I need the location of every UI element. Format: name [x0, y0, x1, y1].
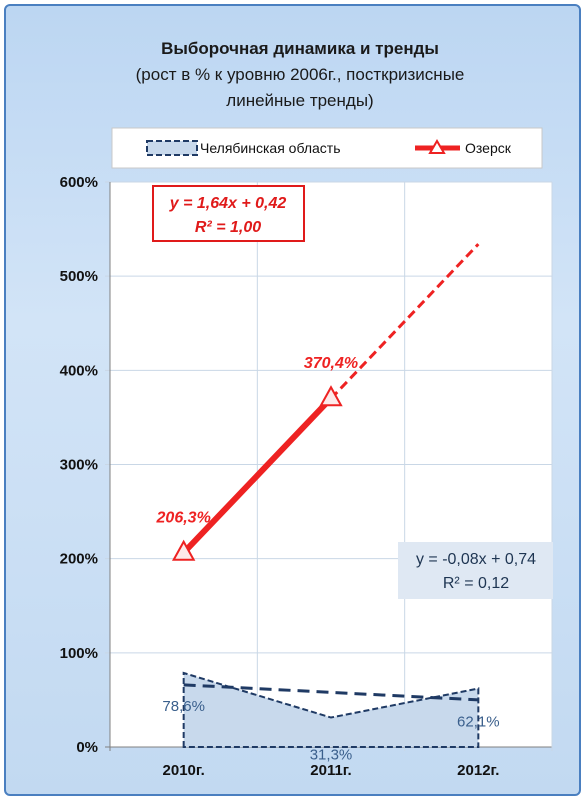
data-marker-ozersk [319, 385, 343, 407]
data-label-ozersk: 370,4% [304, 355, 358, 372]
legend-label-ozersk: Озерск [465, 140, 512, 156]
y-tick-label: 0% [76, 739, 98, 756]
y-tick-label: 400% [60, 362, 98, 379]
trend-equation-chelyabinsk-box [398, 542, 553, 599]
data-label-ozersk: 206,3% [156, 510, 211, 527]
y-tick-label: 100% [60, 645, 98, 662]
legend-label-chelyabinsk: Челябинская область [200, 140, 341, 156]
data-marker-ozersk [171, 539, 196, 561]
y-tick-label: 600% [60, 174, 98, 191]
trend-equation-chelyabinsk-r2: R² = 0,12 [443, 575, 509, 592]
series-layer: 78,6% 31,3% 62,1% 206,3% 370,4% [156, 243, 500, 764]
chart-subtitle-line-2: линейные тренды) [226, 91, 373, 110]
legend: Челябинская область Озерск [111, 127, 543, 169]
trend-equation-ozersk-formula: y = 1,64x + 0,42 [169, 195, 287, 212]
x-tick-label: 2011г. [310, 762, 351, 779]
trendline-ozersk [329, 243, 480, 400]
chart-title-group: Выборочная динамика и тренды (рост в % к… [136, 39, 465, 110]
chart-title: Выборочная динамика и тренды [161, 39, 439, 58]
data-label-chelyabinsk: 78,6% [162, 698, 205, 715]
y-tick-label: 200% [60, 551, 98, 568]
trend-equation-ozersk: y = 1,64x + 0,42 R² = 1,00 [152, 185, 305, 242]
x-tick-label: 2012г. [457, 762, 499, 779]
chart-subtitle-line-1: (рост в % к уровню 2006г., посткризисные [136, 65, 465, 84]
data-label-chelyabinsk: 62,1% [457, 714, 500, 731]
legend-swatch-chelyabinsk [146, 140, 198, 156]
trend-equation-chelyabinsk-formula: y = -0,08x + 0,74 [416, 551, 536, 568]
x-tick-label: 2010г. [163, 762, 205, 779]
trend-equation-ozersk-r2: R² = 1,00 [195, 219, 261, 236]
series-ozersk-line [180, 395, 334, 556]
y-tick-label: 300% [60, 457, 98, 474]
legend-swatch-ozersk-marker [428, 139, 446, 154]
data-label-chelyabinsk: 31,3% [310, 747, 353, 764]
series-chelyabinsk-area [182, 671, 480, 748]
y-tick-label: 500% [60, 268, 98, 285]
trend-equation-ozersk-box [152, 185, 305, 242]
x-axis: 2010г. 2011г. 2012г. [163, 762, 500, 779]
trendline-chelyabinsk [183, 683, 479, 702]
trend-equation-chelyabinsk: y = -0,08x + 0,74 R² = 0,12 [398, 542, 553, 599]
y-axis: 0% 100% 200% 300% 400% 500% 600% [60, 174, 98, 756]
